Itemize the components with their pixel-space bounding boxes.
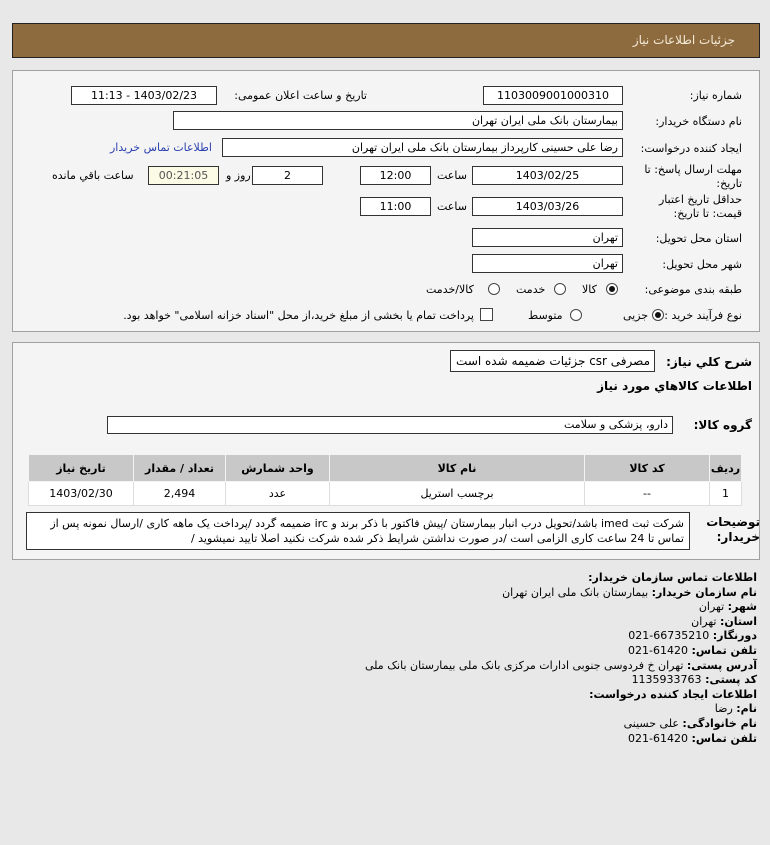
payment-note: پرداخت تمام یا بخشی از مبلغ خرید،از محل …: [123, 309, 474, 322]
need-number-label: شماره نیاز:: [689, 89, 742, 102]
province-label: استان محل تحویل:: [655, 232, 742, 245]
validity-time-field[interactable]: 11:00: [360, 197, 431, 216]
contact-line: استان: تهران: [365, 615, 757, 630]
summary-label: شرح کلي نياز:: [666, 355, 752, 369]
contact-line: کد پستی: 1135933763: [365, 673, 757, 688]
category-radio-service[interactable]: [554, 283, 566, 295]
contact-key: تلفن تماس:: [691, 731, 757, 745]
requester-field[interactable]: رضا علی حسینی کارپرداز بیمارستان بانک مل…: [222, 138, 623, 157]
group-label: گروه کالا:: [693, 418, 752, 432]
col-date: تاریخ نیاز: [28, 454, 134, 482]
col-name: نام کالا: [329, 454, 585, 482]
deadline-time-label: ساعت: [437, 169, 467, 182]
contact-value: تهران: [698, 600, 725, 614]
contact-line: شهر: تهران: [365, 600, 757, 615]
contact-line: دورنگار: 66735210-021: [365, 629, 757, 644]
buyer-contact-link[interactable]: اطلاعات تماس خریدار: [110, 141, 212, 154]
process-option-minor: جزیی: [623, 309, 649, 322]
contact-line: تلفن تماس: 61420-021: [365, 644, 757, 659]
cell-qty: 2,494: [133, 481, 226, 506]
contact-value: رضا: [714, 702, 733, 716]
category-option-goods: کالا: [582, 283, 597, 296]
process-label: نوع فرآیند خرید :: [664, 309, 742, 322]
deadline-label: مهلت ارسال پاسخ: تا تاریخ:: [644, 163, 742, 190]
contact-key: نام:: [736, 702, 757, 716]
goods-table: ردیف کد کالا نام کالا واحد شمارش تعداد /…: [28, 454, 742, 506]
contact-key: شهر:: [727, 600, 757, 614]
cell-name: برچسب استریل: [329, 481, 585, 506]
province-field[interactable]: تهران: [472, 228, 623, 247]
col-qty: تعداد / مقدار: [133, 454, 226, 482]
cell-unit: عدد: [225, 481, 330, 506]
days-label: روز و: [226, 169, 251, 182]
deadline-date-field[interactable]: 1403/02/25: [472, 166, 623, 185]
city-label: شهر محل تحویل:: [662, 258, 742, 271]
cell-row: 1: [709, 481, 742, 506]
buyer-contact-info: اطلاعات تماس سازمان خریدار: نام سازمان خ…: [365, 571, 757, 746]
contact-key: دورنگار:: [712, 629, 757, 643]
buyer-label: نام دستگاه خریدار:: [655, 115, 742, 128]
category-radio-goods[interactable]: [606, 283, 618, 295]
remaining-time-field: 00:21:05: [148, 166, 219, 185]
description-label: توضیحات خریدار:: [706, 515, 760, 544]
contact-value: 61420-021: [628, 643, 689, 657]
process-radio-minor[interactable]: [652, 309, 664, 321]
category-radio-goods-service[interactable]: [488, 283, 500, 295]
contact-line: آدرس پستی: تهران خ فردوسی جنوبی ادارات م…: [365, 659, 757, 674]
table-header-row: ردیف کد کالا نام کالا واحد شمارش تعداد /…: [28, 454, 742, 482]
category-option-service: خدمت: [516, 283, 546, 296]
contact-heading: اطلاعات تماس سازمان خریدار:: [588, 571, 757, 584]
remaining-label: ساعت باقي مانده: [52, 169, 134, 182]
validity-label: حداقل تاریخ اعتبار قیمت: تا تاریخ:: [658, 193, 742, 220]
need-number-field[interactable]: 1103009001000310: [483, 86, 623, 105]
deadline-time-field[interactable]: 12:00: [360, 166, 431, 185]
contact-key: آدرس پستی:: [686, 658, 757, 672]
description-field: شرکت ثبت imed باشد/تحویل درب انبار بیمار…: [26, 512, 690, 550]
contact-value: علی حسینی: [623, 716, 679, 730]
page-header: جزئیات اطلاعات نیاز: [12, 23, 760, 58]
contact-line: نام: رضا: [365, 702, 757, 717]
treasury-payment-checkbox[interactable]: [480, 308, 493, 321]
group-field: دارو، پزشکی و سلامت: [107, 416, 673, 434]
contact-value: 1135933763: [631, 673, 702, 687]
col-code: کد کالا: [584, 454, 710, 482]
announce-field[interactable]: 1403/02/23 - 11:13: [71, 86, 217, 105]
creator-heading: اطلاعات ایجاد کننده درخواست:: [589, 687, 757, 701]
table-row: 1 -- برچسب استریل عدد 2,494 1403/02/30: [28, 481, 742, 506]
announce-label: تاریخ و ساعت اعلان عمومی:: [234, 89, 367, 102]
contact-value: بیمارستان بانک ملی ایران تهران: [502, 585, 649, 599]
contact-value: تهران: [691, 614, 717, 628]
process-option-medium: متوسط: [528, 309, 563, 322]
contact-line: نام سازمان خریدار: بیمارستان بانک ملی ای…: [365, 586, 757, 601]
contact-value: 61420-021: [628, 731, 689, 745]
contact-key: تلفن تماس:: [691, 643, 757, 657]
contact-key: استان:: [720, 614, 757, 628]
summary-field: مصرفی csr جزئیات ضمیمه شده است: [450, 350, 655, 372]
buyer-field[interactable]: بیمارستان بانک ملی ایران تهران: [173, 111, 623, 130]
contact-line: تلفن تماس: 61420-021: [365, 732, 757, 747]
contact-value: تهران خ فردوسی جنوبی ادارات مرکزی بانک م…: [365, 658, 684, 672]
contact-key: نام خانوادگی:: [682, 716, 757, 730]
col-unit: واحد شمارش: [225, 454, 330, 482]
validity-date-field[interactable]: 1403/03/26: [472, 197, 623, 216]
process-radio-medium[interactable]: [570, 309, 582, 321]
contact-key: نام سازمان خریدار:: [651, 585, 757, 599]
days-field[interactable]: 2: [252, 166, 323, 185]
requester-label: ایجاد کننده درخواست:: [640, 142, 742, 155]
col-row: ردیف: [709, 454, 742, 482]
cell-code: --: [584, 481, 710, 506]
cell-date: 1403/02/30: [28, 481, 134, 506]
contact-value: 66735210-021: [628, 629, 710, 643]
contact-line: نام خانوادگی: علی حسینی: [365, 717, 757, 732]
goods-heading: اطلاعات کالاهاي مورد نياز: [597, 379, 752, 393]
validity-time-label: ساعت: [437, 200, 467, 213]
contact-key: کد پستی:: [705, 673, 757, 687]
city-field[interactable]: تهران: [472, 254, 623, 273]
category-option-goods-service: کالا/خدمت: [426, 283, 474, 296]
category-label: طبقه بندی موضوعی:: [644, 283, 742, 296]
